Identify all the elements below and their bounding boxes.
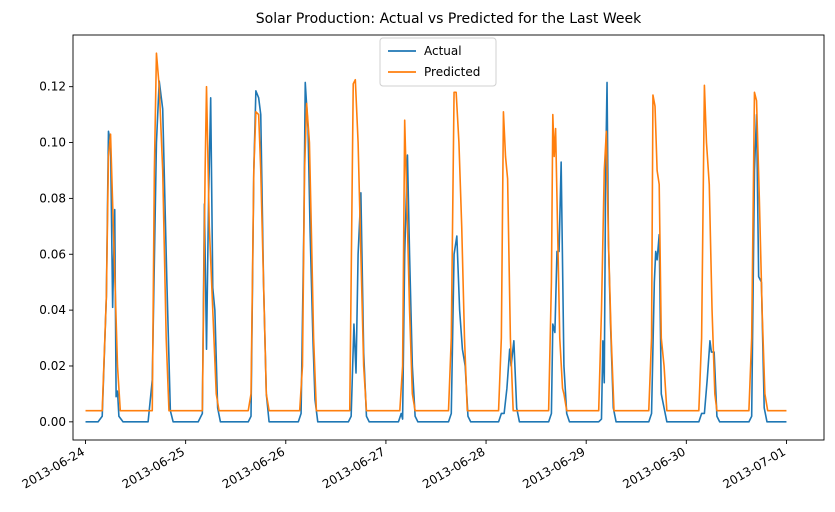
legend-box xyxy=(379,37,497,87)
y-tick-label: 0.04 xyxy=(39,303,66,317)
series-layer xyxy=(85,52,787,423)
x-tick-label: 2013-06-26 xyxy=(220,444,287,491)
x-tick-label: 2013-06-25 xyxy=(120,444,187,491)
chart-title: Solar Production: Actual vs Predicted fo… xyxy=(256,11,642,27)
x-tick-label: 2013-06-27 xyxy=(320,444,387,491)
y-tick-label: 0.10 xyxy=(39,136,66,150)
series-line-actual xyxy=(85,80,787,423)
x-tick-label: 2013-06-28 xyxy=(420,444,487,491)
plot-frame xyxy=(72,34,825,441)
y-tick-label: 0.06 xyxy=(39,247,66,261)
x-tick-label: 2013-06-30 xyxy=(620,444,687,491)
legend-label-actual: Actual xyxy=(424,44,462,58)
x-tick-label: 2013-06-24 xyxy=(20,444,87,491)
y-tick-label: 0.00 xyxy=(39,415,66,429)
legend-label-predicted: Predicted xyxy=(424,65,480,79)
series-line-predicted xyxy=(85,52,787,412)
x-tick-label: 2013-07-01 xyxy=(721,444,788,491)
x-tick-label: 2013-06-29 xyxy=(520,444,587,491)
legend: Actual Predicted xyxy=(379,37,497,87)
y-tick-label: 0.12 xyxy=(39,80,66,94)
y-tick-label: 0.02 xyxy=(39,359,66,373)
y-tick-label: 0.08 xyxy=(39,191,66,205)
axes-layer: 0.00 0.02 0.04 0.06 0.08 0.10 0.12 2013-06-24 20… xyxy=(20,34,825,491)
